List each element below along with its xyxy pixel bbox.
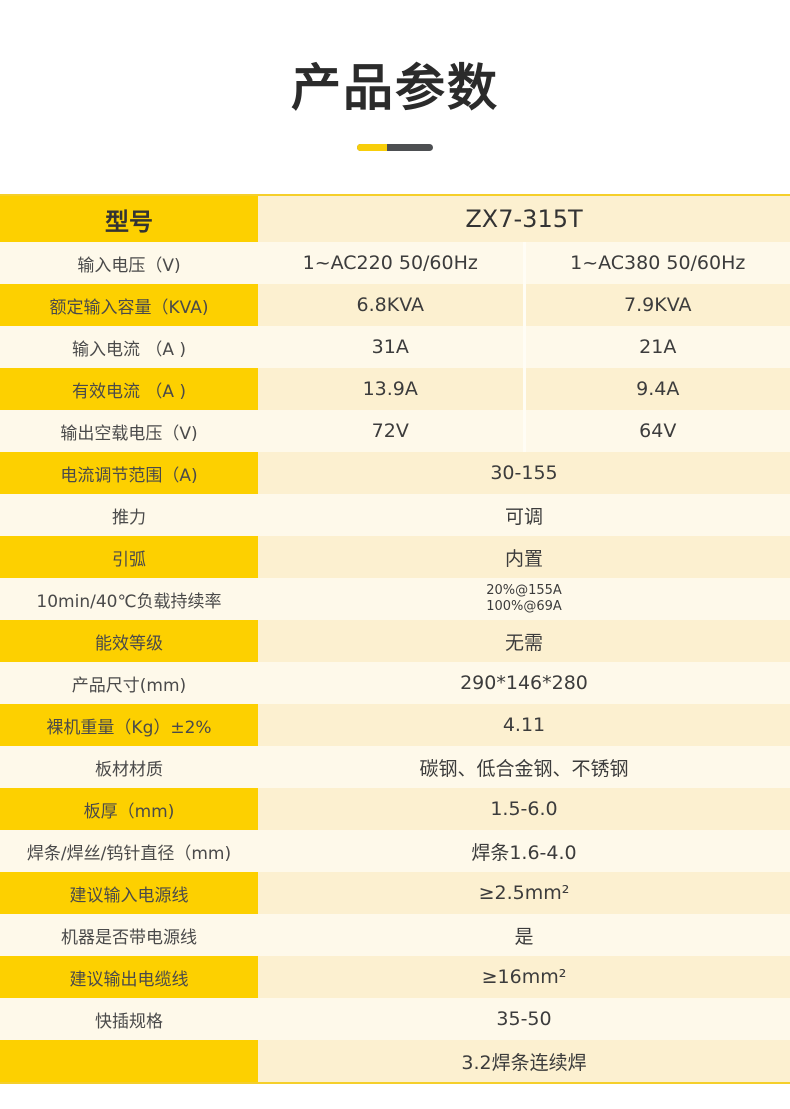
spec-table: 型号 ZX7-315T 输入电压（V) 1~AC220 50/60Hz 1~AC38… — [0, 194, 790, 1084]
row-label: 快插规格 — [0, 998, 258, 1040]
row-label: 能效等级 — [0, 620, 258, 662]
row-value: 31A — [258, 326, 524, 368]
row-value: 可调 — [258, 494, 790, 536]
row-value: 13.9A — [258, 368, 524, 410]
row-value: ≥2.5mm² — [258, 872, 790, 914]
row-value: 7.9KVA — [522, 284, 790, 326]
row-value: 内置 — [258, 536, 790, 578]
table-row: 焊条/焊丝/钨针直径（mm) 焊条1.6-4.0 — [0, 830, 790, 872]
row-value: 290*146*280 — [258, 662, 790, 704]
table-row: 10min/40℃负载持续率 20%@155A 100%@69A — [0, 578, 790, 620]
row-value: 碳钢、低合金钢、不锈钢 — [258, 746, 790, 788]
row-value: 64V — [522, 410, 790, 452]
row-label: 产品尺寸(mm) — [0, 662, 258, 704]
row-label: 额定输入容量（KVA) — [0, 284, 258, 326]
row-label: 推力 — [0, 494, 258, 536]
row-value: 1~AC380 50/60Hz — [522, 242, 790, 284]
row-label: 建议输出电缆线 — [0, 956, 258, 998]
row-label: 板材材质 — [0, 746, 258, 788]
row-label — [0, 1040, 258, 1083]
table-row: 产品尺寸(mm) 290*146*280 — [0, 662, 790, 704]
row-label: 电流调节范围（A) — [0, 452, 258, 494]
row-value: 1~AC220 50/60Hz — [258, 242, 524, 284]
table-row: 裸机重量（Kg）±2% 4.11 — [0, 704, 790, 746]
row-label: 10min/40℃负载持续率 — [0, 578, 258, 620]
table-row: 3.2焊条连续焊 — [0, 1040, 790, 1083]
row-value-line: 100%@69A — [486, 599, 562, 614]
model-value: ZX7-315T — [258, 195, 790, 242]
table-row: 有效电流 （A ) 13.9A 9.4A — [0, 368, 790, 410]
title-underline — [357, 144, 433, 151]
table-row: 建议输入电源线 ≥2.5mm² — [0, 872, 790, 914]
row-label: 有效电流 （A ) — [0, 368, 258, 410]
table-header-row: 型号 ZX7-315T — [0, 195, 790, 242]
table-row: 电流调节范围（A) 30-155 — [0, 452, 790, 494]
row-value: 无需 — [258, 620, 790, 662]
row-value: 72V — [258, 410, 524, 452]
row-value: ≥16mm² — [258, 956, 790, 998]
row-label: 裸机重量（Kg）±2% — [0, 704, 258, 746]
table-row: 建议输出电缆线 ≥16mm² — [0, 956, 790, 998]
row-value: 30-155 — [258, 452, 790, 494]
row-label: 机器是否带电源线 — [0, 914, 258, 956]
table-row: 推力 可调 — [0, 494, 790, 536]
row-value: 是 — [258, 914, 790, 956]
table-row: 能效等级 无需 — [0, 620, 790, 662]
row-value: 9.4A — [522, 368, 790, 410]
table-row: 机器是否带电源线是 — [0, 914, 790, 956]
page-title: 产品参数 — [291, 59, 499, 117]
table-row: 板材材质 碳钢、低合金钢、不锈钢 — [0, 746, 790, 788]
row-value: 3.2焊条连续焊 — [258, 1040, 790, 1083]
row-label: 输出空载电压（V) — [0, 410, 258, 452]
row-value: 35-50 — [258, 998, 790, 1040]
table-row: 额定输入容量（KVA) 6.8KVA 7.9KVA — [0, 284, 790, 326]
row-label: 输入电压（V) — [0, 242, 258, 284]
model-label: 型号 — [0, 195, 258, 242]
row-value: 20%@155A 100%@69A — [258, 578, 790, 620]
table-row: 板厚（mm) 1.5-6.0 — [0, 788, 790, 830]
table-row: 输入电压（V) 1~AC220 50/60Hz 1~AC380 50/60Hz — [0, 242, 790, 284]
row-label: 输入电流 （A ) — [0, 326, 258, 368]
row-value: 21A — [522, 326, 790, 368]
row-label: 引弧 — [0, 536, 258, 578]
table-row: 引弧 内置 — [0, 536, 790, 578]
row-value: 6.8KVA — [258, 284, 524, 326]
row-label: 板厚（mm) — [0, 788, 258, 830]
table-row: 快插规格 35-50 — [0, 998, 790, 1040]
table-row: 输出空载电压（V) 72V 64V — [0, 410, 790, 452]
table-row: 输入电流 （A ) 31A 21A — [0, 326, 790, 368]
row-value-line: 20%@155A — [486, 583, 562, 598]
row-label: 焊条/焊丝/钨针直径（mm) — [0, 830, 258, 872]
row-value: 4.11 — [258, 704, 790, 746]
row-value: 焊条1.6-4.0 — [258, 830, 790, 872]
row-value: 1.5-6.0 — [258, 788, 790, 830]
row-label: 建议输入电源线 — [0, 872, 258, 914]
